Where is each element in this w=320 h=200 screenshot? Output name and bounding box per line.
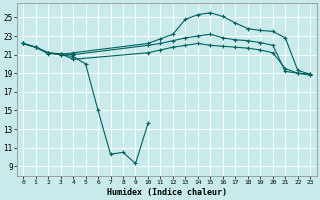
X-axis label: Humidex (Indice chaleur): Humidex (Indice chaleur) [107,188,227,197]
